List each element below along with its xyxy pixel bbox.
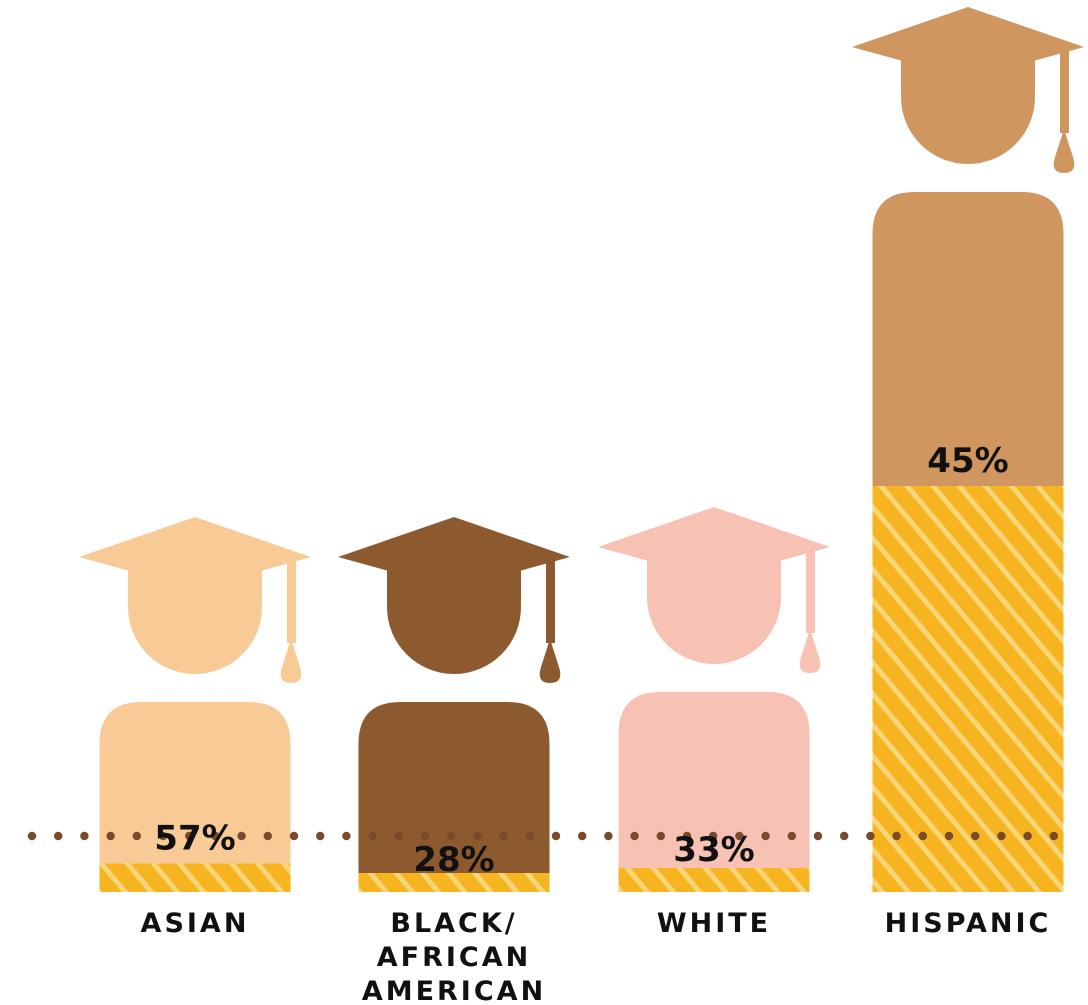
reference-dot bbox=[132, 831, 141, 841]
reference-dot bbox=[918, 831, 927, 841]
reference-dot bbox=[578, 831, 587, 841]
reference-dot bbox=[211, 831, 220, 841]
category-label: AFRICAN bbox=[377, 942, 531, 973]
reference-dot bbox=[316, 831, 325, 841]
reference-dot bbox=[551, 831, 561, 841]
reference-dot bbox=[1023, 831, 1032, 841]
reference-dot bbox=[289, 831, 299, 841]
reference-dot bbox=[158, 831, 168, 841]
reference-dot bbox=[813, 831, 823, 841]
reference-dot bbox=[80, 831, 89, 841]
tassel-icon bbox=[1053, 129, 1075, 173]
mortarboard-icon bbox=[79, 517, 311, 589]
reference-dot bbox=[735, 831, 744, 841]
reference-dot bbox=[866, 831, 875, 841]
reference-dot bbox=[1049, 831, 1059, 841]
category-label: AMERICAN bbox=[362, 976, 546, 1005]
reference-dot bbox=[27, 831, 37, 841]
tassel-icon bbox=[539, 639, 561, 683]
reference-dot bbox=[185, 831, 194, 841]
figure-body bbox=[618, 692, 810, 892]
reference-dot bbox=[761, 831, 770, 841]
value-label: 45% bbox=[927, 441, 1008, 481]
reference-dot bbox=[473, 831, 482, 841]
mortarboard-icon bbox=[598, 507, 830, 579]
hatched-segment bbox=[358, 873, 550, 892]
reference-dot bbox=[656, 831, 665, 841]
reference-dot bbox=[787, 831, 796, 841]
hatched-segment bbox=[618, 868, 810, 892]
category-label: BLACK/ bbox=[390, 908, 517, 939]
figure-black-african-american bbox=[338, 517, 570, 892]
reference-dot bbox=[630, 831, 639, 841]
tassel-icon bbox=[799, 629, 821, 673]
tassel-cord bbox=[1060, 43, 1069, 133]
reference-dot bbox=[604, 831, 613, 841]
reference-dot bbox=[525, 831, 534, 841]
category-label: WHITE bbox=[657, 908, 771, 939]
hatched-segment bbox=[872, 486, 1064, 892]
figure-white bbox=[598, 507, 830, 892]
reference-dot bbox=[368, 831, 377, 841]
figure-hispanic bbox=[852, 7, 1084, 892]
reference-dot bbox=[997, 831, 1006, 841]
value-label: 33% bbox=[673, 830, 754, 870]
mortarboard-icon bbox=[852, 7, 1084, 79]
reference-dot bbox=[971, 831, 980, 841]
reference-dot bbox=[499, 831, 508, 841]
reference-dot bbox=[394, 831, 403, 841]
reference-dot bbox=[709, 831, 718, 841]
category-label: HISPANIC bbox=[885, 908, 1052, 939]
dotted-reference-line bbox=[27, 831, 1059, 841]
reference-dot bbox=[420, 831, 430, 841]
mortarboard-icon bbox=[338, 517, 570, 589]
value-label: 57% bbox=[154, 819, 235, 859]
reference-dot bbox=[944, 831, 954, 841]
tassel-icon bbox=[280, 639, 302, 683]
figure-asian bbox=[79, 517, 311, 892]
hatched-segment bbox=[99, 863, 291, 892]
reference-dot bbox=[54, 831, 63, 841]
value-label: 28% bbox=[413, 840, 494, 880]
reference-dot bbox=[106, 831, 115, 841]
reference-dot bbox=[342, 831, 351, 841]
reference-dot bbox=[840, 831, 849, 841]
reference-dot bbox=[263, 831, 272, 841]
figure-body bbox=[99, 702, 291, 892]
reference-dot bbox=[447, 831, 456, 841]
reference-dot bbox=[682, 831, 692, 841]
figure-body bbox=[358, 702, 550, 892]
category-label: ASIAN bbox=[141, 908, 250, 939]
tassel-cord bbox=[546, 553, 555, 643]
tassel-cord bbox=[287, 553, 296, 643]
reference-dot bbox=[237, 831, 246, 841]
reference-dot bbox=[892, 831, 901, 841]
tassel-cord bbox=[806, 543, 815, 633]
